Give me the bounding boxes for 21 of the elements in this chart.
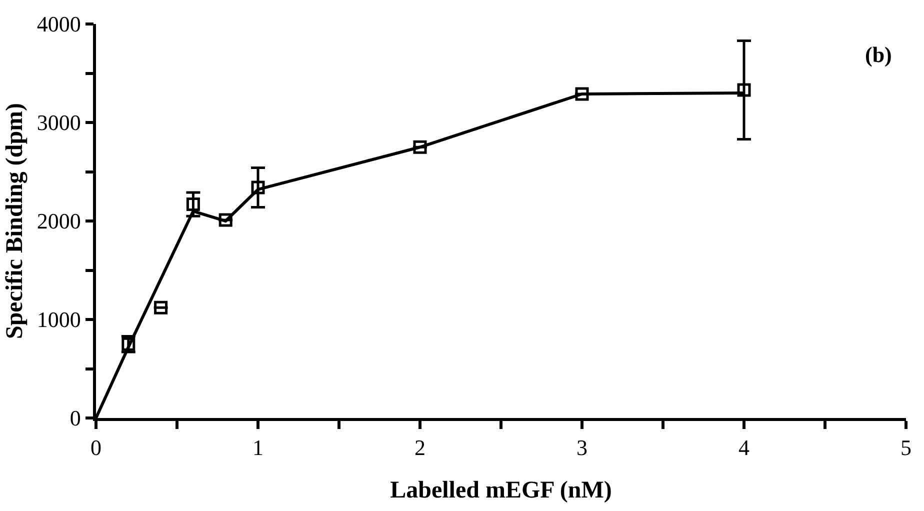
point [737, 83, 751, 97]
point [413, 140, 427, 154]
point [251, 180, 265, 194]
x-tick-label: 3 [576, 435, 588, 460]
y-tick-label: 4000 [36, 12, 81, 37]
x-tick-label: 1 [252, 435, 264, 460]
annotation: (b) [865, 42, 892, 67]
x-tick-label: 2 [414, 435, 426, 460]
x-axis-title: Labelled mEGF (nM) [390, 477, 612, 504]
y-tick-label: 1000 [36, 307, 81, 332]
point [218, 213, 232, 227]
y-tick-label: 0 [70, 406, 81, 431]
y-tick-label: 3000 [36, 110, 81, 136]
y-axis-title: Specific Binding (dpm) [2, 102, 28, 340]
x-tick-label: 4 [738, 435, 750, 460]
point [186, 198, 200, 212]
y-tick-label: 2000 [36, 208, 81, 234]
x-tick-label: 0 [90, 435, 102, 460]
x-tick-label: 5 [900, 435, 912, 460]
point [575, 87, 589, 101]
point [154, 300, 168, 314]
